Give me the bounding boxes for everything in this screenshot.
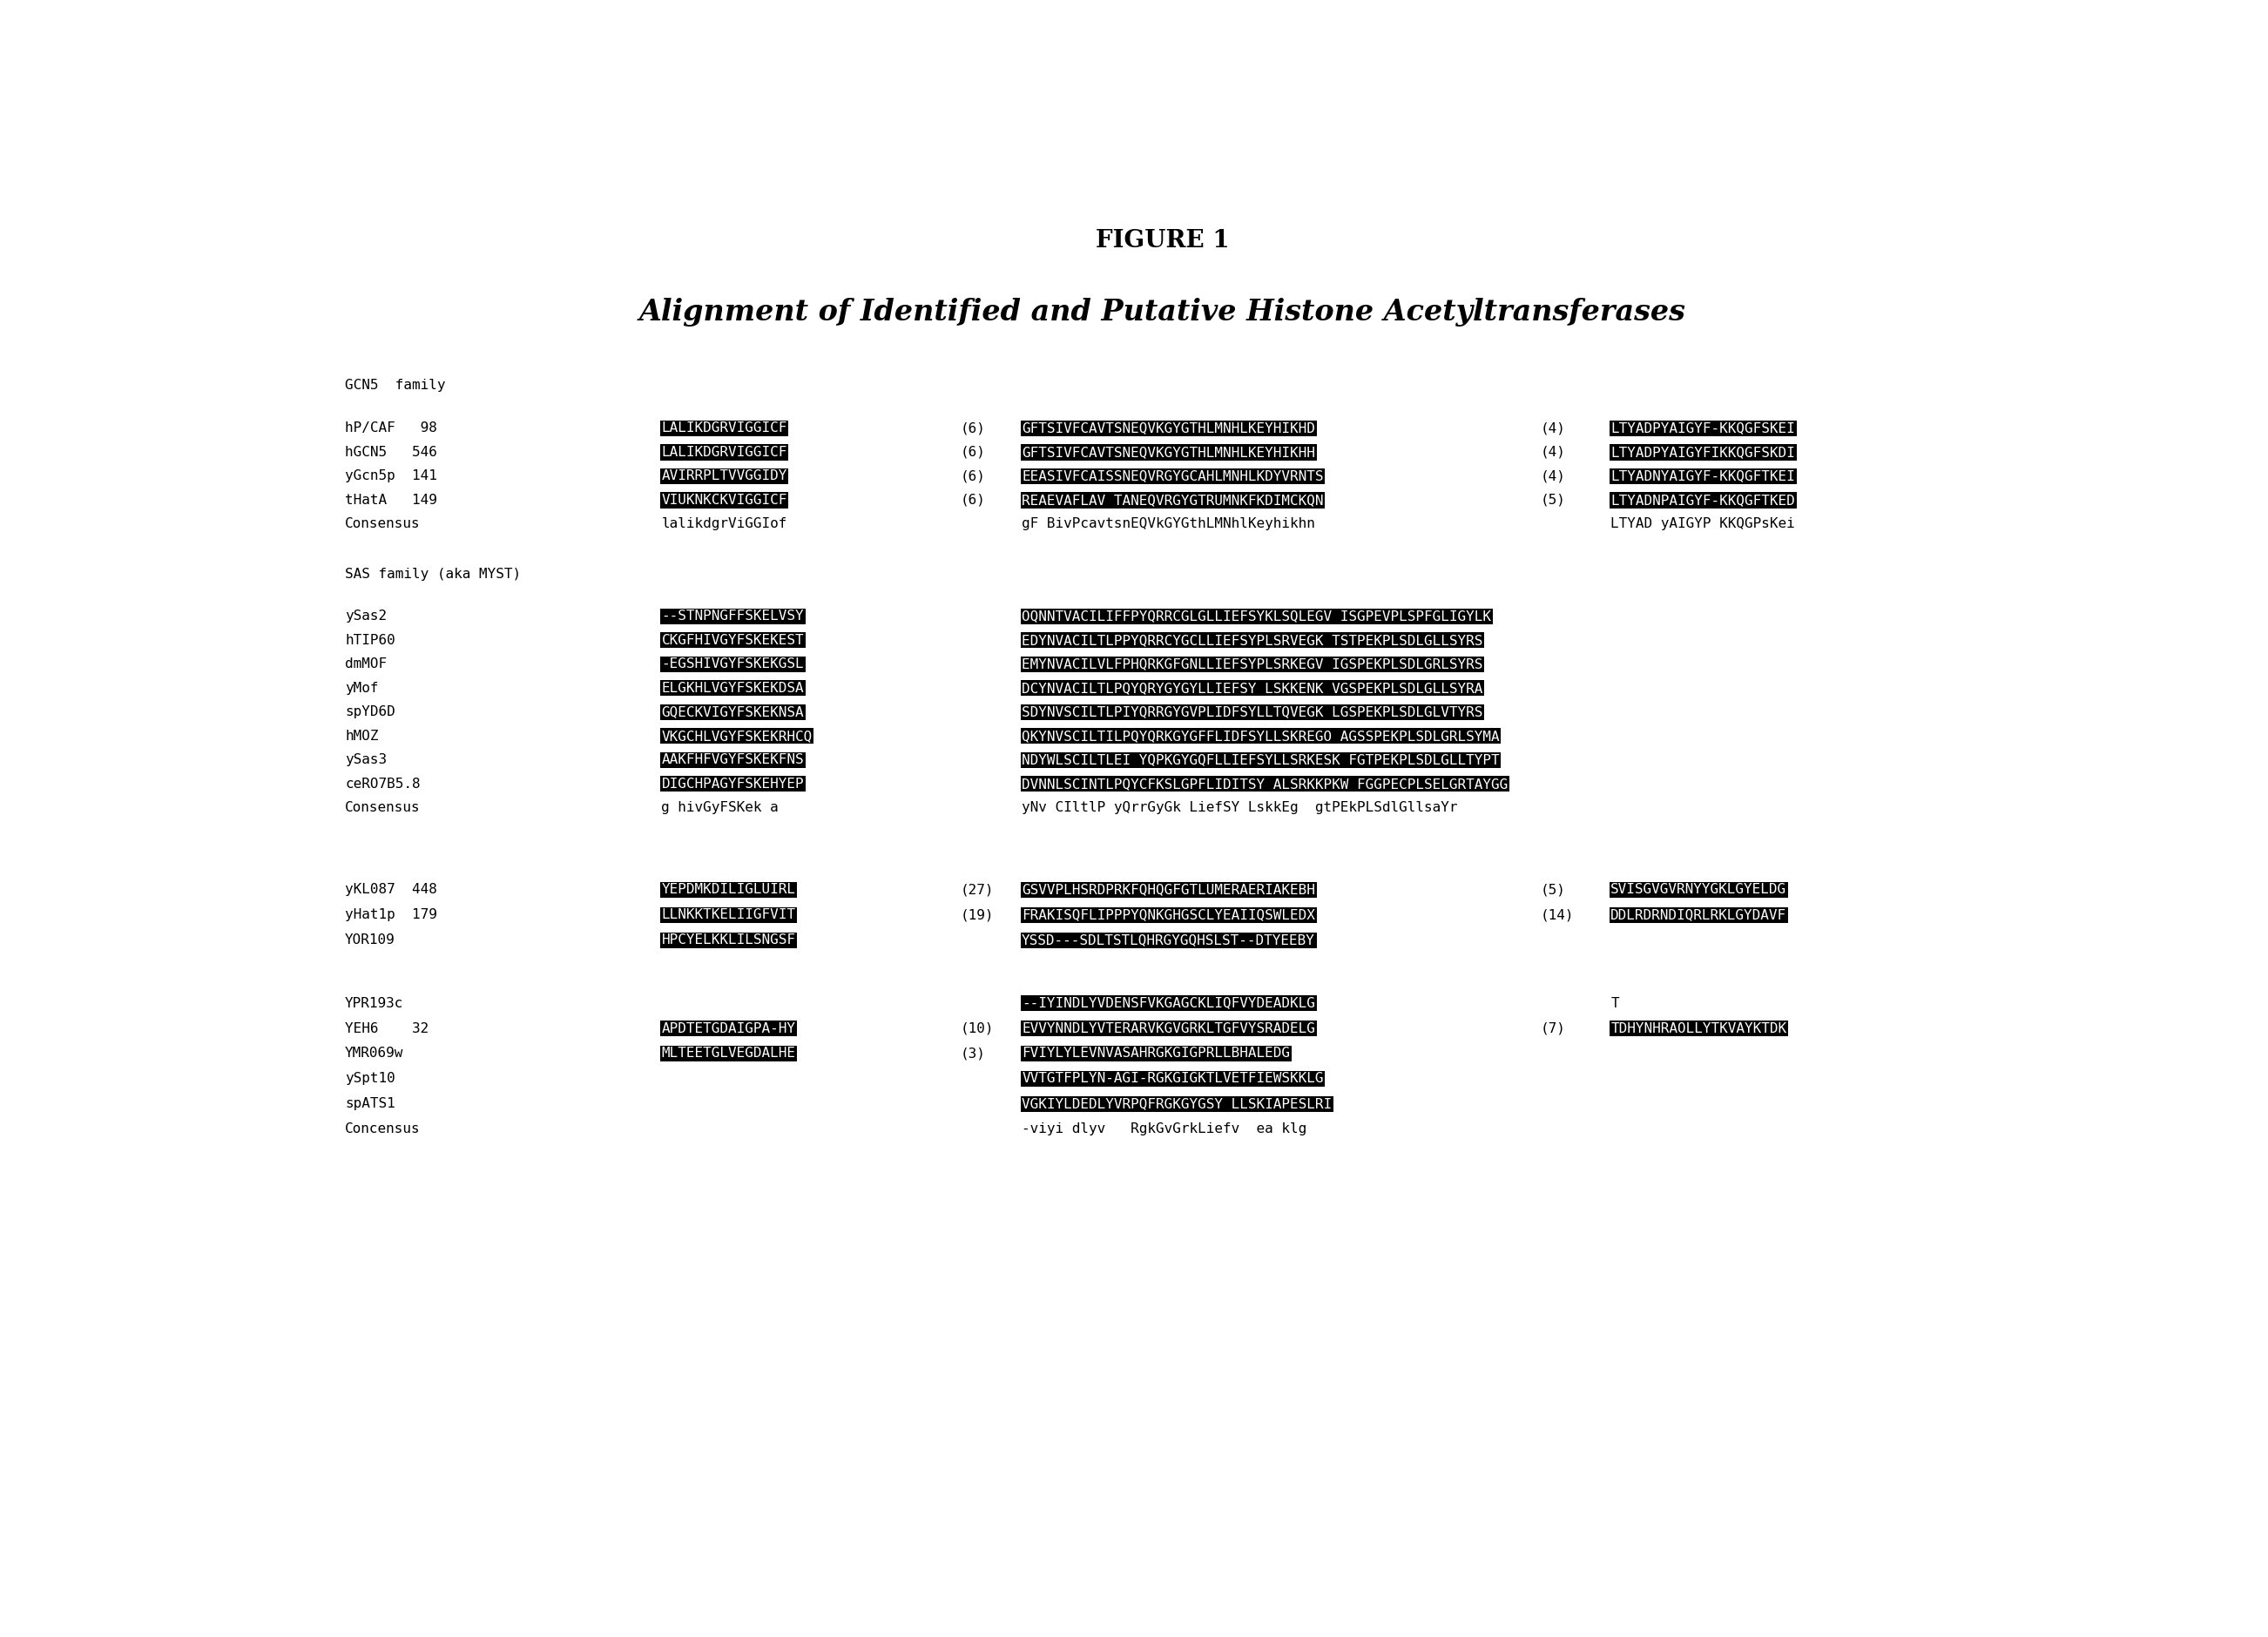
Text: spYD6D: spYD6D [345,706,395,719]
Text: LTYADPYAIGYFIKKQGFSKDI: LTYADPYAIGYFIKKQGFSKDI [1610,445,1794,458]
Text: EDYNVACILTLPPYQRRCYGCLLIEFSYPLSRVEGK TSTPEKPLSDLGLLSYRS: EDYNVACILTLPPYQRRCYGCLLIEFSYPLSRVEGK TST… [1021,634,1483,647]
Text: LTYADNYAIGYF-KKQGFTKEI: LTYADNYAIGYF-KKQGFTKEI [1610,470,1794,483]
Text: --IYINDLYVDENSFVKGAGCKLIQFVYDEADKLG: --IYINDLYVDENSFVKGAGCKLIQFVYDEADKLG [1021,997,1315,1010]
Text: (19): (19) [959,909,993,922]
Text: SAS family (aka MYST): SAS family (aka MYST) [345,568,522,581]
Text: T: T [1610,997,1619,1010]
Text: SVISGVGVRNYYGKLGYELDG: SVISGVGVRNYYGKLGYELDG [1610,884,1787,895]
Text: ceRO7B5.8: ceRO7B5.8 [345,778,420,791]
Text: yMof: yMof [345,681,379,694]
Text: DVNNLSCINTLPQYCFKSLGPFLIDITSY ALSRKKPKW FGGPECPLSELGRTAYGG: DVNNLSCINTLPQYCFKSLGPFLIDITSY ALSRKKPKW … [1021,778,1508,791]
Text: YMR069w: YMR069w [345,1048,404,1061]
Text: hTIP60: hTIP60 [345,634,395,647]
Text: tHatA   149: tHatA 149 [345,494,438,507]
Text: (3): (3) [959,1048,984,1061]
Text: REAEVAFLAV TANEQVRGYGTRUMNKFKDIMCKQN: REAEVAFLAV TANEQVRGYGTRUMNKFKDIMCKQN [1021,494,1325,507]
Text: GCN5  family: GCN5 family [345,380,445,391]
Text: ySpt10: ySpt10 [345,1072,395,1085]
Text: GFTSIVFCAVTSNEQVKGYGTHLMNHLKEYHIKHD: GFTSIVFCAVTSNEQVKGYGTHLMNHLKEYHIKHD [1021,422,1315,435]
Text: g hivGyFSKek a: g hivGyFSKek a [662,800,778,814]
Text: AAKFHFVGYFSKEKFNS: AAKFHFVGYFSKEKFNS [662,753,803,766]
Text: LTYADNPAIGYF-KKQGFTKED: LTYADNPAIGYF-KKQGFTKED [1610,494,1794,507]
Text: yKL087  448: yKL087 448 [345,884,438,895]
Text: yNv CIltlP yQrrGyGk LiefSY LskkEg  gtPEkPLSdlGllsaYr: yNv CIltlP yQrrGyGk LiefSY LskkEg gtPEkP… [1021,800,1458,814]
Text: YOR109: YOR109 [345,933,395,946]
Text: FIGURE 1: FIGURE 1 [1095,229,1229,252]
Text: LLNKKTKELIIGFVIT: LLNKKTKELIIGFVIT [662,909,796,922]
Text: DDLRDRNDIQRLRKLGYDAVF: DDLRDRNDIQRLRKLGYDAVF [1610,909,1787,922]
Text: VVTGTFPLYN-AGI-RGKGIGKTLVETFIEWSKKLG: VVTGTFPLYN-AGI-RGKGIGKTLVETFIEWSKKLG [1021,1072,1325,1085]
Text: yHat1p  179: yHat1p 179 [345,909,438,922]
Text: EEASIVFCAISSNEQVRGYGCAHLMNHLKDYVRNTS: EEASIVFCAISSNEQVRGYGCAHLMNHLKDYVRNTS [1021,470,1325,483]
Text: OQNNTVACILIFFPYQRRCGLGLLIEFSYKLSQLEGV ISGPEVPLSPFGLIGYLK: OQNNTVACILIFFPYQRRCGLGLLIEFSYKLSQLEGV IS… [1021,609,1490,622]
Text: (6): (6) [959,494,984,507]
Text: Consensus: Consensus [345,517,420,530]
Text: Alignment of Identified and Putative Histone Acetyltransferases: Alignment of Identified and Putative His… [640,298,1685,327]
Text: EMYNVACILVLFPHQRKGFGNLLIEFSYPLSRKEGV IGSPEKPLSDLGRLSYRS: EMYNVACILVLFPHQRKGFGNLLIEFSYPLSRKEGV IGS… [1021,658,1483,671]
Text: TDHYNHRAOLLYTKVAYKTDK: TDHYNHRAOLLYTKVAYKTDK [1610,1021,1787,1035]
Text: hMOZ: hMOZ [345,730,379,743]
Text: dmMOF: dmMOF [345,658,388,671]
Text: (4): (4) [1540,470,1565,483]
Text: --STNPNGFFSKELVSY: --STNPNGFFSKELVSY [662,609,803,622]
Text: QKYNVSCILTILPQYQRKGYGFFLIDFSYLLSKREGO AGSSPEKPLSDLGRLSYMA: QKYNVSCILTILPQYQRKGYGFFLIDFSYLLSKREGO AG… [1021,730,1499,743]
Text: GFTSIVFCAVTSNEQVKGYGTHLMNHLKEYHIKHH: GFTSIVFCAVTSNEQVKGYGTHLMNHLKEYHIKHH [1021,445,1315,458]
Text: (5): (5) [1540,494,1565,507]
Text: CKGFHIVGYFSKEKEST: CKGFHIVGYFSKEKEST [662,634,803,647]
Text: GSVVPLHSRDPRKFQHQGFGTLUMERAERIAKEBH: GSVVPLHSRDPRKFQHQGFGTLUMERAERIAKEBH [1021,884,1315,895]
Text: GQECKVIGYFSKEKNSA: GQECKVIGYFSKEKNSA [662,706,803,719]
Text: ELGKHLVGYFSKEKDSA: ELGKHLVGYFSKEKDSA [662,681,803,694]
Text: FRAKISQFLIPPPYQNKGHGSCLYEAIIQSWLEDX: FRAKISQFLIPPPYQNKGHGSCLYEAIIQSWLEDX [1021,909,1315,922]
Text: LALIKDGRVIGGICF: LALIKDGRVIGGICF [662,445,787,458]
Text: Consensus: Consensus [345,800,420,814]
Text: VIUKNKCKVIGGICF: VIUKNKCKVIGGICF [662,494,787,507]
Text: YEH6    32: YEH6 32 [345,1021,429,1035]
Text: lalikdgrViGGIof: lalikdgrViGGIof [662,517,787,530]
Text: (4): (4) [1540,422,1565,435]
Text: hP/CAF   98: hP/CAF 98 [345,422,438,435]
Text: spATS1: spATS1 [345,1097,395,1110]
Text: ySas3: ySas3 [345,753,388,766]
Text: hGCN5   546: hGCN5 546 [345,445,438,458]
Text: (6): (6) [959,470,984,483]
Text: SDYNVSCILTLPIYQRRGYGVPLIDFSYLLTQVEGK LGSPEKPLSDLGLVTYRS: SDYNVSCILTLPIYQRRGYGVPLIDFSYLLTQVEGK LGS… [1021,706,1483,719]
Text: (7): (7) [1540,1021,1565,1035]
Text: DCYNVACILTLPQYQRYGYGYLLIEFSY LSKKENK VGSPEKPLSDLGLLSYRA: DCYNVACILTLPQYQRYGYGYLLIEFSY LSKKENK VGS… [1021,681,1483,694]
Text: (4): (4) [1540,445,1565,458]
Text: (14): (14) [1540,909,1574,922]
Text: (27): (27) [959,884,993,895]
Text: (6): (6) [959,422,984,435]
Text: HPCYELKKLILSNGSF: HPCYELKKLILSNGSF [662,933,796,946]
Text: YSSD---SDLTSTLQHRGYGQHSLST--DTYEEBY: YSSD---SDLTSTLQHRGYGQHSLST--DTYEEBY [1021,933,1315,946]
Text: NDYWLSCILTLEI YQPKGYGQFLLIEFSYLLSRKESK FGTPEKPLSDLGLLTYPT: NDYWLSCILTLEI YQPKGYGQFLLIEFSYLLSRKESK F… [1021,753,1499,766]
Text: YPR193c: YPR193c [345,997,404,1010]
Text: VGKIYLDEDLYVRPQFRGKGYGSY LLSKIAPESLRI: VGKIYLDEDLYVRPQFRGKGYGSY LLSKIAPESLRI [1021,1097,1331,1110]
Text: (6): (6) [959,445,984,458]
Text: YEPDMKDILIGLUIRL: YEPDMKDILIGLUIRL [662,884,796,895]
Text: APDTETGDAIGPA-HY: APDTETGDAIGPA-HY [662,1021,796,1035]
Text: -viyi dlyv   RgkGvGrkLiefv  ea klg: -viyi dlyv RgkGvGrkLiefv ea klg [1021,1123,1306,1136]
Text: DIGCHPAGYFSKEHYEP: DIGCHPAGYFSKEHYEP [662,778,803,791]
Text: AVIRRPLTVVGGIDY: AVIRRPLTVVGGIDY [662,470,787,483]
Text: Concensus: Concensus [345,1123,420,1136]
Text: FVIYLYLEVNVASAHRGKGIGPRLLBHALEDG: FVIYLYLEVNVASAHRGKGIGPRLLBHALEDG [1021,1048,1290,1061]
Text: LTYAD yAIGYP KKQGPsKei: LTYAD yAIGYP KKQGPsKei [1610,517,1794,530]
Text: MLTEETGLVEGDALHE: MLTEETGLVEGDALHE [662,1048,796,1061]
Text: yGcn5p  141: yGcn5p 141 [345,470,438,483]
Text: LTYADPYAIGYF-KKQGFSKEI: LTYADPYAIGYF-KKQGFSKEI [1610,422,1794,435]
Text: VKGCHLVGYFSKEKRHCQ: VKGCHLVGYFSKEKRHCQ [662,730,812,743]
Text: -EGSHIVGYFSKEKGSL: -EGSHIVGYFSKEKGSL [662,658,803,671]
Text: ySas2: ySas2 [345,609,388,622]
Text: gF BivPcavtsnEQVkGYGthLMNhlKeyhikhn: gF BivPcavtsnEQVkGYGthLMNhlKeyhikhn [1021,517,1315,530]
Text: (5): (5) [1540,884,1565,895]
Text: EVVYNNDLYVTERARVKGVGRKLTGFVYSRADELG: EVVYNNDLYVTERARVKGVGRKLTGFVYSRADELG [1021,1021,1315,1035]
Text: LALIKDGRVIGGICF: LALIKDGRVIGGICF [662,422,787,435]
Text: (10): (10) [959,1021,993,1035]
